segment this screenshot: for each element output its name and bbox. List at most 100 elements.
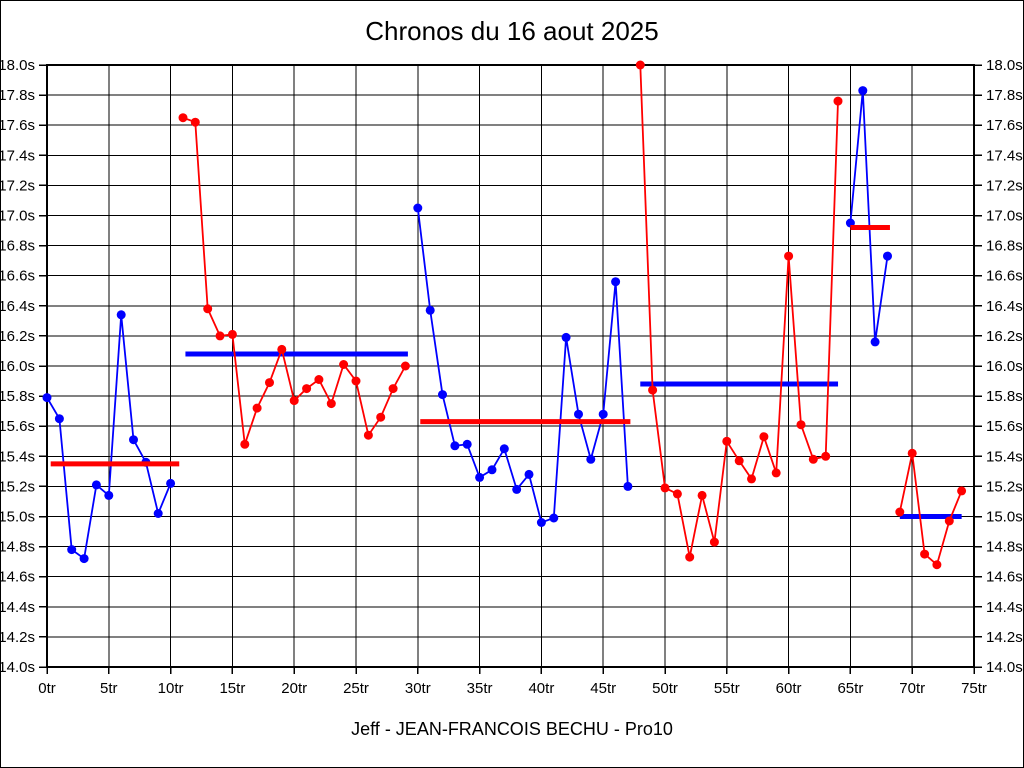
- x-tick-label: 70tr: [899, 680, 925, 697]
- lap-time-point: [277, 344, 287, 354]
- lap-time-point: [697, 490, 707, 500]
- lap-time-point: [944, 516, 954, 526]
- lap-time-point: [598, 409, 608, 419]
- lap-time-point: [957, 486, 967, 496]
- x-tick-label: 60tr: [776, 680, 802, 697]
- lap-time-point: [685, 552, 695, 562]
- y-tick-label-right: 15.8s: [986, 388, 1023, 405]
- y-tick-label-right: 14.8s: [986, 539, 1023, 556]
- lap-time-point: [116, 310, 126, 320]
- lap-time-point: [351, 376, 361, 386]
- y-tick-label-left: 17.0s: [1, 208, 35, 225]
- lap-time-point: [648, 385, 658, 395]
- lap-time-point: [252, 403, 262, 413]
- lap-time-point: [166, 478, 176, 488]
- y-tick-label-left: 17.8s: [1, 87, 35, 104]
- x-tick-label: 50tr: [652, 680, 678, 697]
- lap-time-point: [883, 251, 892, 261]
- y-tick-label-right: 16.6s: [986, 268, 1023, 285]
- lap-time-point: [549, 513, 559, 523]
- lap-time-point: [42, 393, 52, 403]
- y-tick-label-left: 15.6s: [1, 418, 35, 435]
- lap-time-point: [784, 251, 794, 261]
- x-tick-label: 75tr: [961, 680, 987, 697]
- x-tick-label: 25tr: [343, 680, 369, 697]
- lap-time-point: [734, 456, 744, 466]
- lap-time-point: [91, 480, 101, 490]
- lap-time-point: [660, 483, 670, 493]
- lap-time-point: [326, 399, 336, 409]
- y-tick-label-left: 17.6s: [1, 117, 35, 134]
- lap-time-point: [67, 545, 77, 555]
- lap-time-point: [586, 454, 596, 464]
- y-tick-label-left: 14.6s: [1, 569, 35, 586]
- lap-time-point: [363, 430, 373, 440]
- y-tick-label-left: 16.0s: [1, 358, 35, 375]
- lap-time-point: [808, 454, 818, 464]
- lap-time-point: [536, 518, 546, 527]
- lap-time-point: [54, 414, 64, 424]
- lap-time-point: [438, 390, 447, 400]
- lap-time-point: [771, 468, 781, 478]
- y-tick-label-left: 15.8s: [1, 388, 35, 405]
- lap-time-point: [759, 432, 769, 442]
- plot-border: [46, 64, 975, 668]
- lap-time-point: [932, 560, 942, 570]
- lap-time-point: [388, 384, 398, 394]
- lap-time-point: [611, 277, 621, 287]
- lap-time-point: [339, 360, 349, 369]
- x-tick-label: 20tr: [281, 680, 307, 697]
- lap-time-point: [907, 448, 917, 458]
- driver-info: Jeff - JEAN-FRANCOIS BECHU - Pro10: [351, 719, 673, 739]
- lap-time-point: [499, 444, 509, 454]
- lap-time-point: [895, 507, 905, 517]
- y-tick-label-left: 14.8s: [1, 539, 35, 556]
- lap-time-point: [376, 412, 386, 422]
- y-tick-label-right: 17.4s: [986, 147, 1023, 164]
- lap-time-point: [314, 375, 324, 384]
- lap-time-point: [475, 472, 485, 482]
- y-tick-label-left: 17.2s: [1, 177, 35, 194]
- lap-time-point: [574, 409, 583, 419]
- y-tick-label-right: 18.0s: [986, 57, 1023, 74]
- lap-time-point: [623, 481, 633, 491]
- y-tick-label-right: 15.4s: [986, 448, 1023, 465]
- y-tick-label-left: 16.4s: [1, 298, 35, 315]
- y-tick-label-left: 15.2s: [1, 478, 35, 495]
- y-tick-label-right: 17.0s: [986, 208, 1023, 225]
- y-tick-label-left: 16.8s: [1, 238, 35, 255]
- lap-time-point: [833, 96, 843, 106]
- lap-time-line: [416, 207, 629, 524]
- lap-time-point: [870, 337, 880, 347]
- lap-time-point: [190, 117, 200, 127]
- y-tick-label-left: 16.6s: [1, 268, 35, 285]
- lap-time-point: [413, 203, 423, 213]
- lap-time-point: [709, 537, 719, 547]
- y-tick-label-right: 16.0s: [986, 358, 1023, 375]
- lap-time-point: [512, 484, 522, 494]
- y-tick-label-right: 15.6s: [986, 418, 1023, 435]
- y-tick-label-right: 17.8s: [986, 87, 1023, 104]
- y-tick-label-right: 16.2s: [986, 328, 1023, 345]
- y-tick-label-left: 16.2s: [1, 328, 35, 345]
- lap-time-point: [524, 469, 534, 479]
- lap-time-point: [561, 332, 571, 342]
- lap-time-point: [240, 439, 250, 449]
- y-tick-label-left: 17.4s: [1, 147, 35, 164]
- y-tick-label-left: 18.0s: [1, 57, 35, 74]
- lap-time-point: [129, 435, 138, 445]
- y-tick-label-right: 15.2s: [986, 478, 1023, 495]
- lap-time-point: [400, 361, 410, 371]
- lap-time-line: [849, 90, 889, 343]
- lap-time-point: [450, 441, 460, 451]
- lap-time-point: [747, 474, 756, 484]
- lap-time-point: [796, 420, 806, 430]
- lap-times-chart: 18.0s 18.0s 17.8s 17.8s 17.6s 17.6s 17.4s 17.4s…: [1, 57, 1023, 697]
- lap-time-point: [302, 384, 312, 394]
- lap-time-point: [153, 509, 163, 518]
- x-tick-label: 15tr: [219, 680, 245, 697]
- lap-time-point: [79, 554, 89, 564]
- y-tick-label-right: 17.2s: [986, 177, 1023, 194]
- lap-time-point: [858, 86, 868, 96]
- lap-time-point: [635, 60, 645, 70]
